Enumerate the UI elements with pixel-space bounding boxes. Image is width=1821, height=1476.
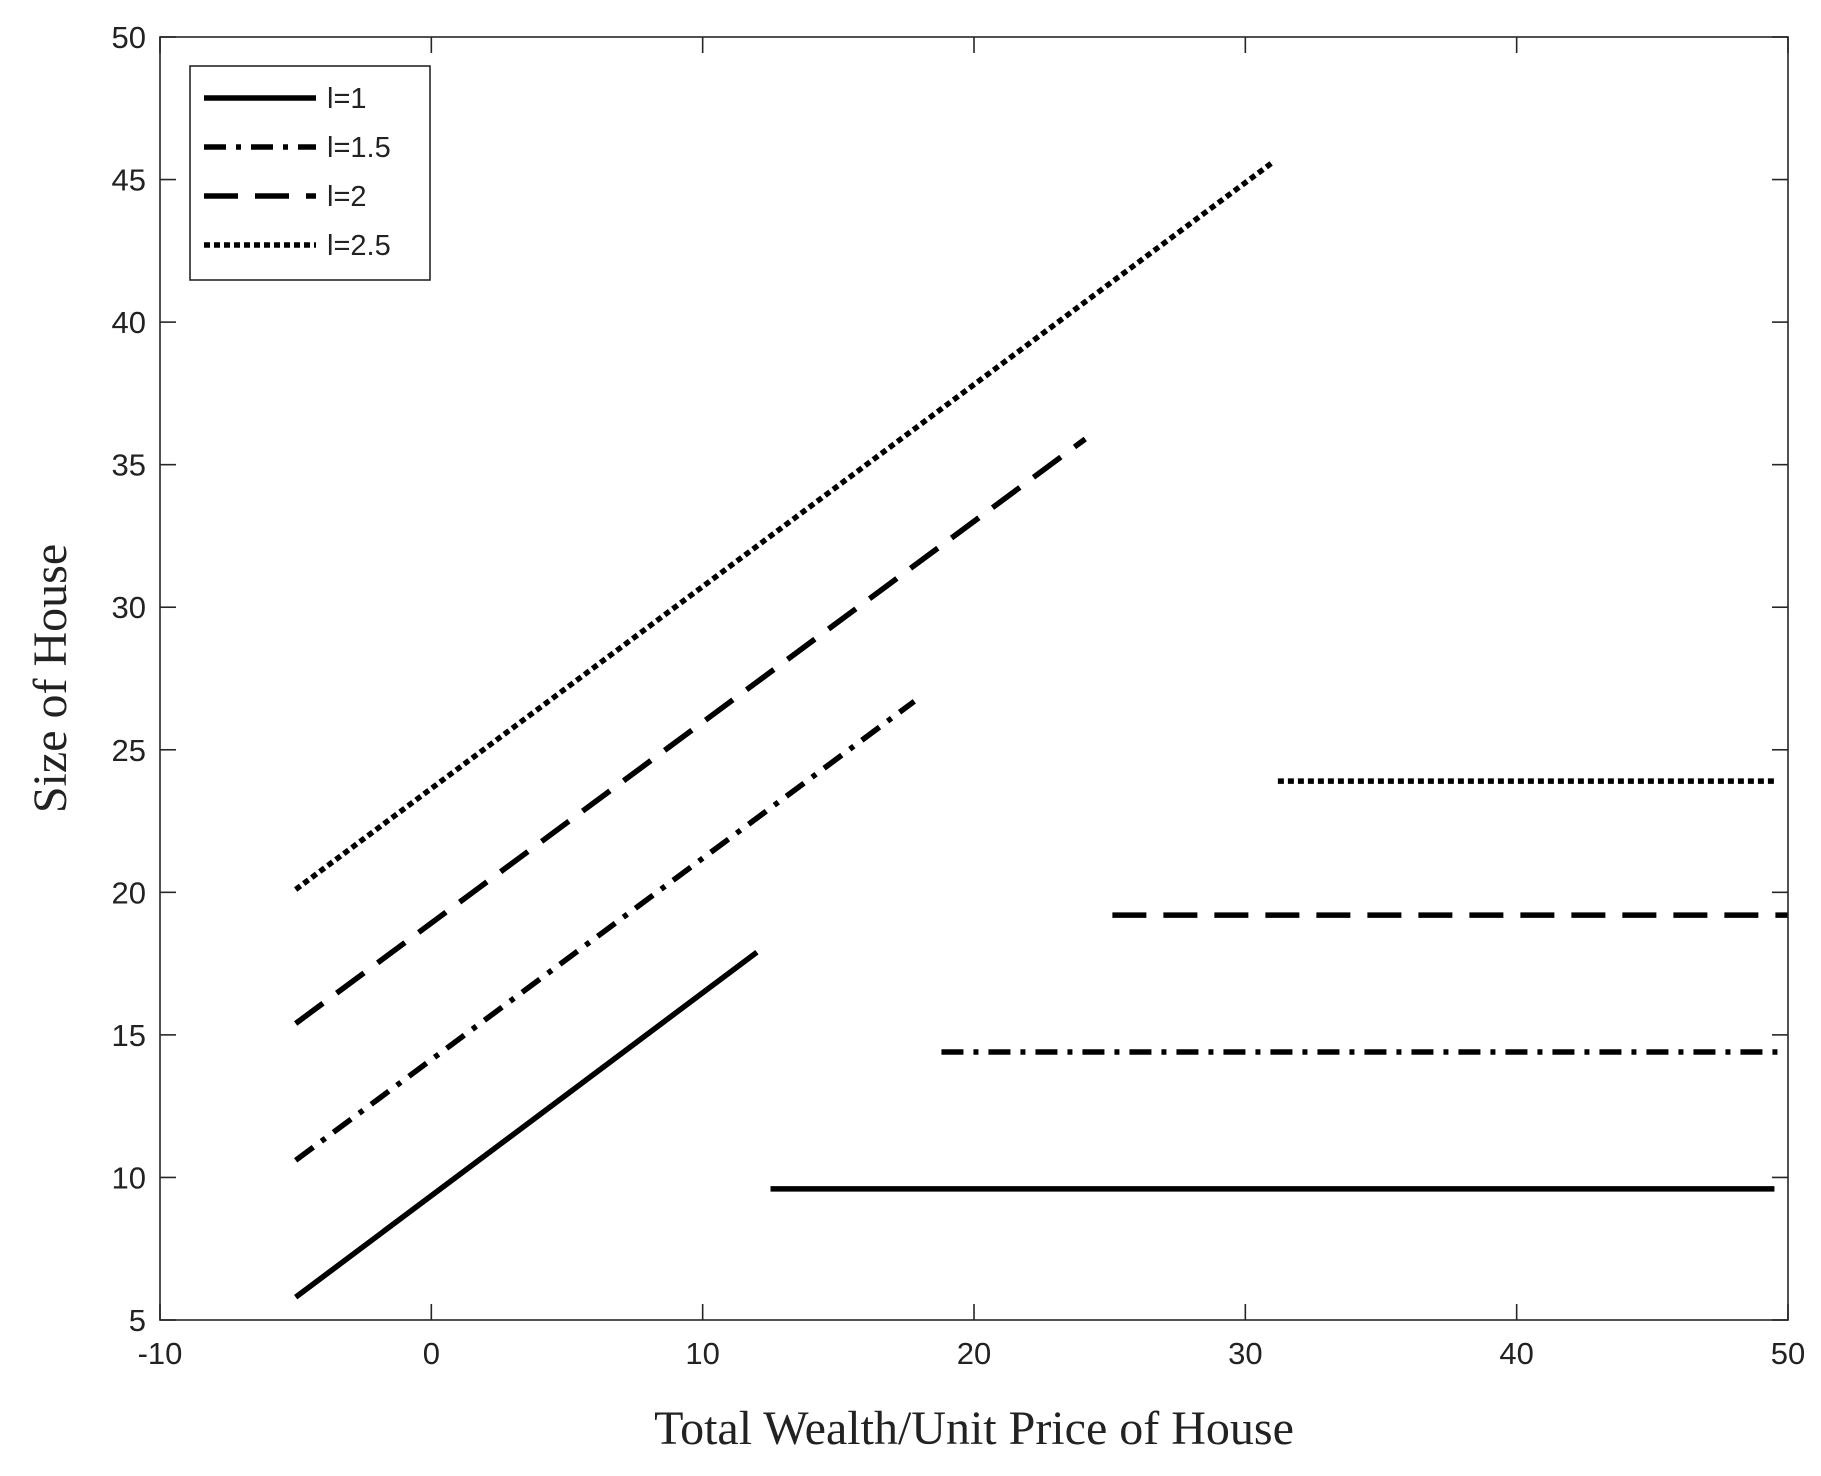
series-solid	[294, 950, 1775, 1300]
x-tick-label: 0	[423, 1336, 440, 1371]
x-tick-label: 40	[1499, 1336, 1533, 1371]
x-tick-label: -10	[138, 1336, 183, 1371]
plot-area	[160, 37, 1788, 1320]
x-axis-title: Total Wealth/Unit Price of House	[654, 1402, 1294, 1455]
y-tick-label: 20	[112, 875, 146, 910]
y-tick-label: 25	[112, 733, 146, 768]
ticks-layer: -10 0 10 20 30 40 50 5 10 15 20 25 30 35 40 45 50	[112, 20, 1806, 1371]
y-tick-label: 50	[112, 20, 146, 55]
legend-label: l=2.5	[327, 230, 391, 262]
x-tick-label: 30	[1228, 1336, 1262, 1371]
y-tick-label: 35	[112, 448, 146, 483]
series-segment	[294, 699, 916, 1163]
legend: l=1 l=1.5 l=2 l=2.5	[189, 65, 431, 281]
series-dashed	[294, 436, 1788, 1026]
series-segment	[294, 950, 759, 1300]
y-axis-title: Size of House	[24, 544, 77, 813]
x-tick-label: 20	[957, 1336, 991, 1371]
legend-label: l=1	[327, 83, 367, 115]
y-tick-label: 15	[112, 1018, 146, 1053]
x-tick-label: 50	[1771, 1336, 1805, 1371]
y-tick-label: 5	[129, 1303, 146, 1338]
y-tick-label: 45	[112, 163, 146, 198]
legend-label: l=1.5	[327, 132, 391, 164]
x-tick-label: 10	[685, 1336, 719, 1371]
y-tick-label: 40	[112, 305, 146, 340]
series-layer	[294, 160, 1788, 1300]
series-dashdot	[294, 699, 1783, 1163]
series-segment	[294, 436, 1087, 1026]
series-segment	[294, 160, 1275, 892]
series-dotted	[294, 160, 1778, 892]
y-tick-label: 30	[112, 590, 146, 625]
legend-label: l=2	[327, 181, 367, 213]
y-tick-label: 10	[112, 1160, 146, 1195]
